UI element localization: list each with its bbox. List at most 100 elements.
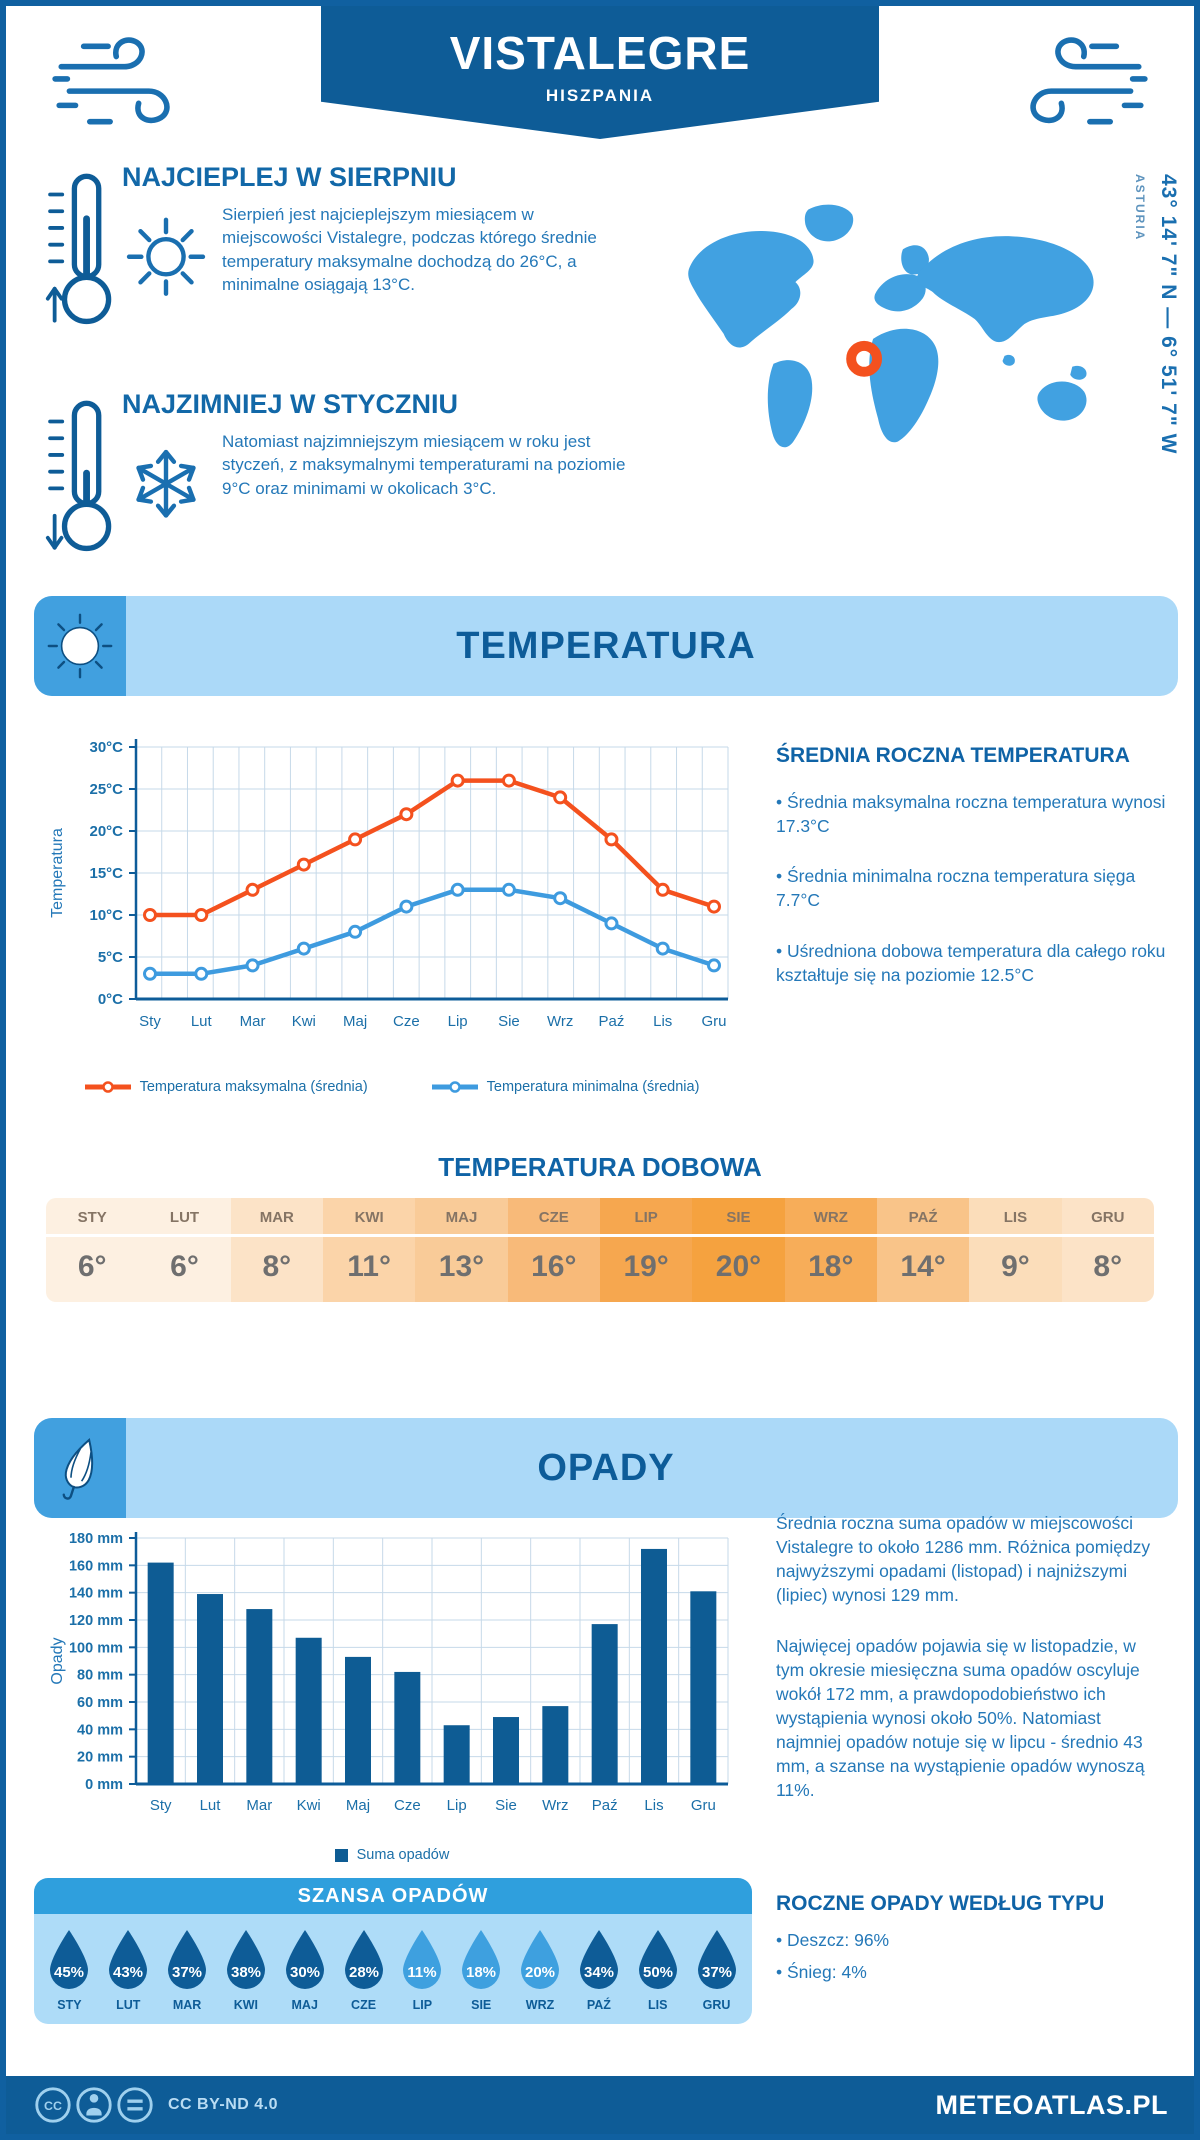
daily-temp-month: LUT: [138, 1198, 231, 1237]
daily-temp-cell: STY 6°: [46, 1198, 139, 1302]
legend-label: Suma opadów: [356, 1847, 450, 1863]
license-text: CC BY-ND 4.0: [168, 2096, 279, 2113]
svg-text:50%: 50%: [643, 1964, 673, 1981]
precipitation-type-heading: ROCZNE OPADY WEDŁUG TYPU: [776, 1892, 1105, 1915]
daily-temp-cell: MAJ 13°: [415, 1198, 508, 1302]
chance-month-label: GRU: [702, 1998, 731, 2012]
daily-temp-month: STY: [46, 1198, 139, 1237]
bar: [493, 1717, 519, 1784]
sun-icon: [122, 203, 222, 304]
chance-drop: 37% GRU: [687, 1928, 746, 2012]
svg-text:Maj: Maj: [346, 1797, 370, 1814]
data-point: [450, 773, 465, 788]
svg-text:25°C: 25°C: [89, 781, 123, 798]
raindrop-icon: 20%: [521, 1930, 560, 1989]
chance-month-label: KWI: [233, 1998, 259, 2012]
svg-text:Temperatura: Temperatura: [49, 828, 66, 918]
svg-text:15°C: 15°C: [89, 865, 123, 882]
bar: [443, 1725, 470, 1784]
daily-temp-cell: PAŹ 14°: [876, 1198, 970, 1302]
temperature-chart-block: 0°C 5°C 10°C 15°C 20°C 25°C 30°C Sty Lut Mar Kwi Ma…: [36, 731, 748, 1095]
bar: [394, 1671, 421, 1784]
daily-temp-cell: LIP 19°: [599, 1198, 693, 1302]
chance-month-label: LIS: [647, 1998, 668, 2012]
daily-temp-cell: WRZ 18°: [784, 1198, 877, 1302]
svg-text:180 mm: 180 mm: [69, 1531, 123, 1547]
chance-month-label: MAR: [172, 1998, 202, 2012]
site-name: METEOATLAS.PL: [935, 2089, 1168, 2120]
annual-temp-bullet: • Średnia minimalna roczna temperatura s…: [776, 866, 1136, 911]
precipitation-chart-block: 0 mm 20 mm 40 mm 60 mm 80 mm 100 mm 120 mm 140 …: [36, 1526, 748, 1863]
precipitation-type-panel: ROCZNE OPADY WEDŁUG TYPU • Deszcz: 96% •…: [776, 1892, 1168, 1992]
raindrop-icon: 43%: [109, 1930, 148, 1989]
bar: [542, 1706, 569, 1784]
daily-temp-value: 11°: [347, 1250, 391, 1283]
svg-text:20%: 20%: [525, 1964, 555, 1981]
data-point: [296, 857, 311, 872]
temperature-section-banner: TEMPERATURA: [34, 596, 1178, 696]
chance-month-label: WRZ: [525, 1998, 555, 2012]
legend-swatch: [334, 1848, 348, 1862]
svg-text:Sty: Sty: [139, 1013, 161, 1030]
svg-text:45%: 45%: [54, 1964, 84, 1981]
raindrop-icon: 38%: [226, 1930, 265, 1989]
temperature-chart-legend: Temperatura maksymalna (średnia) Temperat…: [36, 1079, 748, 1095]
svg-text:Lip: Lip: [448, 1013, 468, 1030]
svg-text:Sty: Sty: [150, 1797, 172, 1814]
raindrop-icon: 11%: [403, 1930, 442, 1989]
svg-text:Gru: Gru: [691, 1797, 716, 1814]
data-point: [399, 807, 414, 822]
chance-drop: 34% PAŹ: [569, 1928, 628, 2012]
page-subtitle: HISZPANIA: [545, 86, 655, 105]
chance-drop: 11% LIP: [393, 1928, 452, 2012]
precipitation-chance-box: SZANSA OPADÓW 45% STY 43% LUT 37% MAR 38% KWI 30…: [34, 1878, 752, 2024]
annual-temp-bullet: • Średnia maksymalna roczna temperatura …: [776, 792, 1166, 837]
highlight-title: NAJCIEPLEJ W SIERPNIU: [122, 162, 457, 192]
header-banner: VISTALEGRE HISZPANIA: [321, 6, 879, 139]
legend-item: Temperatura minimalna (średnia): [431, 1079, 699, 1095]
data-point: [707, 958, 721, 973]
precipitation-type-bullet: • Deszcz: 96%: [776, 1930, 890, 1950]
daily-temp-month: GRU: [1061, 1198, 1154, 1237]
highlights: NAJCIEPLEJ W SIERPNIU Sierpień jest najc…: [44, 156, 654, 610]
daily-temp-cell: KWI 11°: [322, 1198, 416, 1302]
data-point: [604, 832, 619, 847]
coordinates-label: 43° 14' 7" N — 6° 51' 7" W: [1157, 174, 1180, 455]
svg-text:40 mm: 40 mm: [77, 1722, 123, 1738]
temperature-chart: 0°C 5°C 10°C 15°C 20°C 25°C 30°C Sty Lut Mar Kwi Ma…: [49, 739, 729, 1030]
daily-temp-month: SIE: [692, 1198, 785, 1237]
raindrop-icon: 30%: [285, 1930, 324, 1989]
footer: CC CC BY-ND 4.0 METEOATLAS.PL: [6, 2076, 1194, 2134]
data-line: [150, 887, 715, 977]
annual-temperature-panel: ŚREDNIA ROCZNA TEMPERATURA • Średnia mak…: [776, 744, 1168, 1013]
data-point: [399, 899, 414, 914]
svg-text:34%: 34%: [584, 1964, 614, 1981]
data-point: [604, 916, 619, 931]
daily-temp-month: CZE: [507, 1198, 600, 1237]
chance-month-label: LUT: [116, 1998, 141, 2012]
svg-text:Wrz: Wrz: [547, 1013, 573, 1030]
data-point: [707, 899, 721, 914]
precipitation-chance-drops: 45% STY 43% LUT 37% MAR 38% KWI 30% MAJ 28% CZE 11% L…: [34, 1914, 752, 2024]
data-point: [553, 790, 568, 805]
daily-temp-value: 8°: [262, 1250, 292, 1283]
precipitation-chart: 0 mm 20 mm 40 mm 60 mm 80 mm 100 mm 120 mm 140 …: [49, 1531, 729, 1814]
svg-text:Opady: Opady: [49, 1637, 66, 1684]
legend-item: Temperatura maksymalna (średnia): [84, 1079, 368, 1095]
daily-temp-month: WRZ: [784, 1198, 877, 1237]
svg-text:Lis: Lis: [644, 1797, 663, 1814]
warmest-month-block: NAJCIEPLEJ W SIERPNIU Sierpień jest najc…: [44, 156, 654, 349]
snowflake-icon: [122, 430, 222, 531]
daily-temp-value: 9°: [1001, 1250, 1030, 1283]
daily-temp-value: 13°: [438, 1250, 485, 1283]
bar: [641, 1548, 667, 1784]
thermometer-down-icon: [44, 383, 122, 576]
bar: [295, 1637, 322, 1784]
precipitation-chance-heading: SZANSA OPADÓW: [34, 1878, 752, 1914]
svg-text:Lip: Lip: [447, 1797, 467, 1814]
data-point: [245, 958, 260, 973]
data-point: [296, 941, 311, 956]
chance-month-label: PAŹ: [586, 1998, 611, 2012]
raindrop-icon: 37%: [697, 1930, 736, 1989]
